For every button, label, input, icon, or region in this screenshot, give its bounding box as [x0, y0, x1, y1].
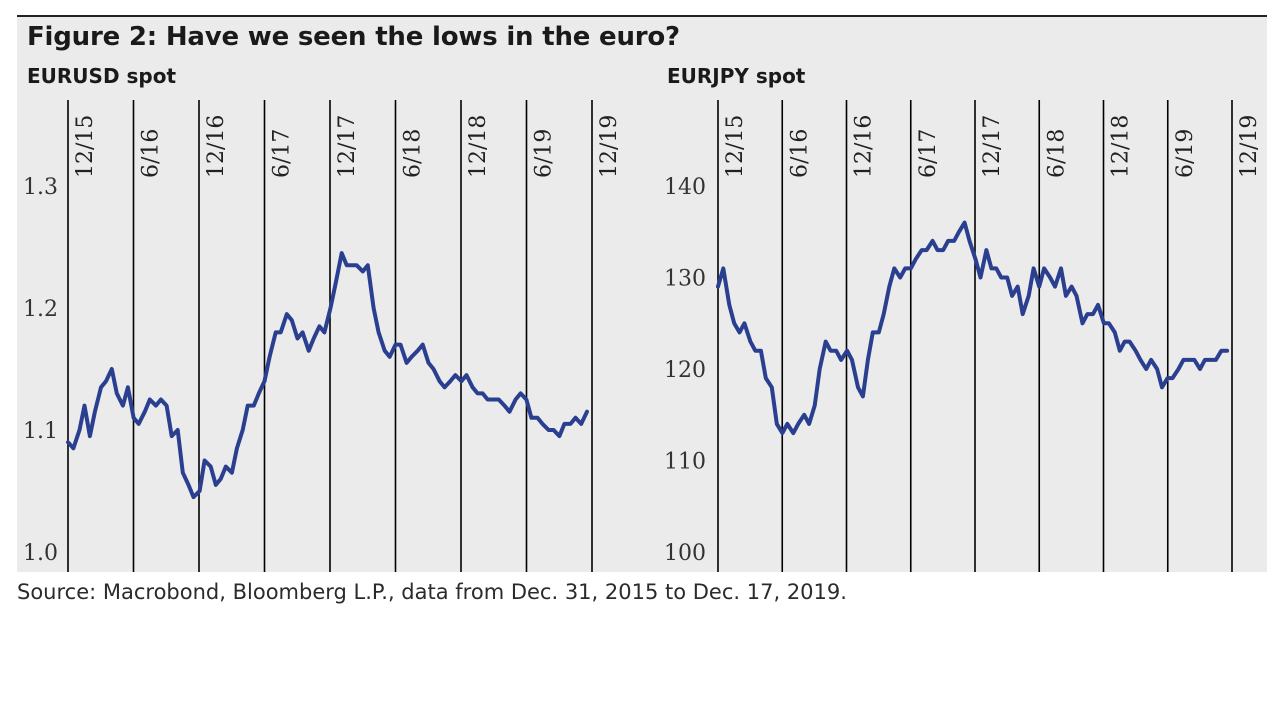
- eurusd-date-tick-label: 6/19: [532, 129, 557, 178]
- eurusd-y-tick-label: 1.1: [23, 419, 58, 444]
- eurusd-date-tick-label: 6/18: [401, 129, 426, 178]
- chart-title-eurjpy: EURJPY spot: [667, 64, 806, 88]
- eurusd-date-tick-label: 12/18: [466, 115, 491, 178]
- eurjpy-date-tick-label: 6/18: [1044, 129, 1069, 178]
- eurjpy-y-tick-label: 130: [664, 267, 706, 292]
- figure-background: [17, 17, 1267, 572]
- eurjpy-date-tick-label: 12/17: [980, 115, 1005, 178]
- eurusd-y-tick-label: 1.2: [23, 297, 58, 322]
- eurjpy-date-tick-label: 12/15: [723, 115, 748, 178]
- eurjpy-series-line: [716, 220, 1230, 436]
- eurjpy-y-tick-label: 140: [664, 175, 706, 200]
- eurjpy-date-tick-label: 12/19: [1237, 115, 1262, 178]
- eurusd-date-tick-label: 6/17: [270, 129, 295, 178]
- eurusd-chart: 12/15 6/16 12/16 6/17 12/17 6/18 12/18 6/19 12/1…: [23, 100, 622, 572]
- eurusd-date-tick-label: 12/19: [597, 115, 622, 178]
- eurjpy-y-tick-label: 100: [664, 541, 706, 566]
- eurjpy-date-tick-label: 6/17: [916, 129, 941, 178]
- eurusd-y-tick-label: 1.0: [23, 541, 58, 566]
- eurjpy-date-tick-label: 12/16: [852, 115, 877, 178]
- eurusd-date-tick-label: 12/16: [204, 115, 229, 178]
- eurjpy-date-tick-label: 12/18: [1109, 115, 1134, 178]
- eurjpy-y-tick-label: 110: [664, 450, 706, 475]
- eurusd-date-tick-label: 12/17: [335, 115, 360, 178]
- eurjpy-chart: 12/15 6/16 12/16 6/17 12/17 6/18 12/18 6/19 12/1…: [664, 100, 1262, 572]
- figure-title: Figure 2: Have we seen the lows in the e…: [27, 22, 680, 52]
- top-rule: [17, 15, 1267, 17]
- eurusd-series-line: [66, 251, 589, 500]
- chart-title-eurusd: EURUSD spot: [27, 64, 177, 88]
- eurusd-y-tick-label: 1.3: [23, 175, 58, 200]
- eurusd-date-tick-label: 6/16: [139, 129, 164, 178]
- eurjpy-date-tick-label: 6/19: [1173, 129, 1198, 178]
- eurjpy-date-tick-label: 6/16: [787, 129, 812, 178]
- source-note: Source: Macrobond, Bloomberg L.P., data …: [17, 580, 847, 604]
- eurjpy-y-tick-label: 120: [664, 358, 706, 383]
- eurusd-date-tick-label: 12/15: [73, 115, 98, 178]
